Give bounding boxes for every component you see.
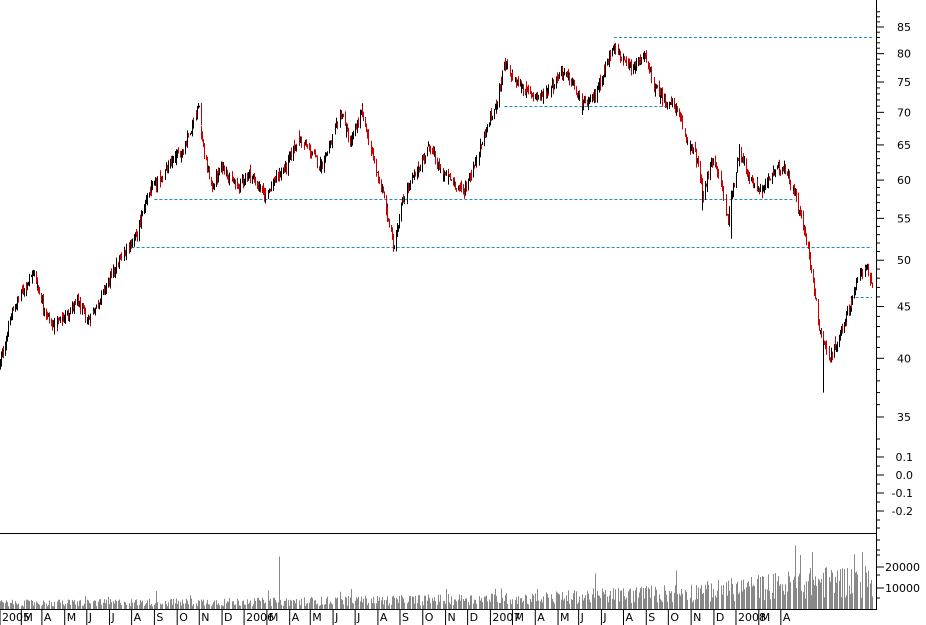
y-tick-label: 35 bbox=[897, 411, 911, 424]
x-tick-label: A bbox=[292, 611, 300, 624]
x-tick-label: S bbox=[402, 611, 409, 624]
y-tick-label: 85 bbox=[897, 21, 911, 34]
x-tick-label: A bbox=[380, 611, 388, 624]
x-tick-label: J bbox=[111, 611, 115, 624]
y-tick-label: 75 bbox=[897, 76, 911, 89]
x-tick-label: N bbox=[201, 611, 209, 624]
x-tick-label: 2005 bbox=[2, 611, 30, 624]
price-y-axis: 85 80 75 70 65 60 55 50 45 40 35 bbox=[876, 11, 911, 424]
indicator-tick-label: 0.0 bbox=[896, 469, 914, 482]
y-tick-label: 55 bbox=[897, 212, 911, 225]
x-tick-label: D bbox=[470, 611, 478, 624]
volume-y-axis: 20000 10000 bbox=[876, 539, 920, 599]
x-tick-label: M bbox=[269, 611, 279, 624]
x-tick-label: J bbox=[334, 611, 338, 624]
x-tick-label: J bbox=[356, 611, 360, 624]
x-tick-label: O bbox=[670, 611, 679, 624]
x-tick-label: N bbox=[693, 611, 701, 624]
volume-bars-layer bbox=[0, 545, 873, 609]
price-levels-layer bbox=[131, 37, 872, 298]
x-tick-label: S bbox=[156, 611, 163, 624]
x-tick-label: D bbox=[224, 611, 232, 624]
x-tick-label: M bbox=[312, 611, 322, 624]
indicator-tick-label: 0.1 bbox=[896, 451, 914, 464]
price-candles-layer bbox=[0, 43, 873, 393]
x-tick-label: S bbox=[648, 611, 655, 624]
x-tick-label: J bbox=[602, 611, 606, 624]
x-tick-label: D bbox=[716, 611, 724, 624]
x-tick-label: A bbox=[537, 611, 545, 624]
x-tick-label: M bbox=[23, 611, 33, 624]
y-tick-label: 65 bbox=[897, 139, 911, 152]
y-tick-label: 80 bbox=[897, 48, 911, 61]
y-tick-label: 45 bbox=[897, 301, 911, 314]
x-tick-label: M bbox=[560, 611, 570, 624]
y-tick-label: 40 bbox=[897, 352, 911, 365]
x-tick-label: O bbox=[425, 611, 434, 624]
indicator-tick-label: -0.2 bbox=[892, 505, 913, 518]
x-tick-label: N bbox=[448, 611, 456, 624]
volume-tick-label: 20000 bbox=[885, 561, 920, 574]
x-tick-label: A bbox=[134, 611, 142, 624]
x-tick-label: A bbox=[625, 611, 633, 624]
x-tick-label: M bbox=[761, 611, 771, 624]
x-tick-label: 2007 bbox=[492, 611, 520, 624]
indicator-y-axis: 0.1 0.0 -0.1 -0.2 bbox=[876, 438, 914, 529]
y-tick-label: 50 bbox=[897, 254, 911, 267]
x-tick-label: J bbox=[88, 611, 92, 624]
y-tick-label: 60 bbox=[897, 174, 911, 187]
volume-tick-label: 10000 bbox=[885, 582, 920, 595]
x-tick-label: J bbox=[580, 611, 584, 624]
x-tick-label: A bbox=[44, 611, 52, 624]
y-tick-label: 70 bbox=[897, 106, 911, 119]
x-tick-label: M bbox=[67, 611, 77, 624]
indicator-tick-label: -0.1 bbox=[892, 487, 913, 500]
x-tick-label: O bbox=[179, 611, 188, 624]
x-tick-label: A bbox=[783, 611, 791, 624]
x-tick-label: M bbox=[514, 611, 524, 624]
